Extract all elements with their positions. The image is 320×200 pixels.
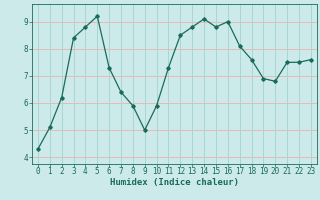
X-axis label: Humidex (Indice chaleur): Humidex (Indice chaleur) <box>110 178 239 187</box>
